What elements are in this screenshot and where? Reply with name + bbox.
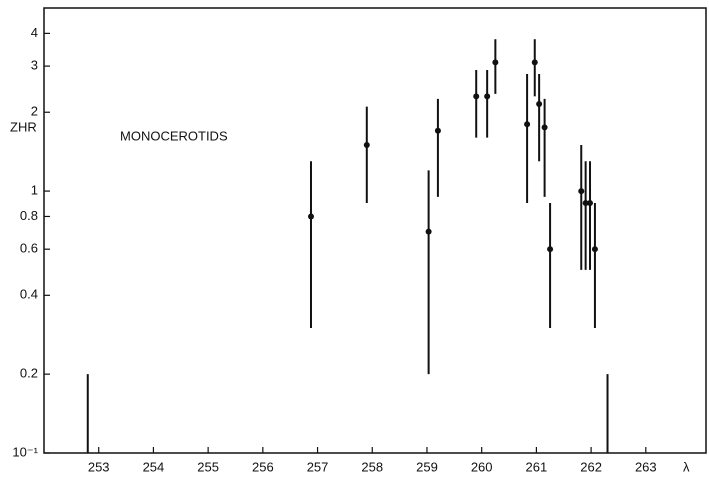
x-tick-label: 255	[197, 459, 219, 474]
data-point	[591, 246, 598, 253]
data-point	[307, 213, 314, 220]
x-tick-label: 256	[252, 459, 274, 474]
y-tick-label: 0.8	[20, 208, 38, 223]
data-point	[547, 246, 554, 253]
y-axis-label: ZHR	[10, 119, 37, 134]
x-tick-label: 253	[88, 459, 110, 474]
data-point	[492, 59, 499, 66]
x-tick-label: 259	[416, 459, 438, 474]
data-point	[582, 200, 589, 207]
plot-frame	[43, 7, 707, 454]
data-point	[541, 124, 548, 131]
x-tick-label: 257	[307, 459, 329, 474]
x-tick-label: 260	[471, 459, 493, 474]
x-tick-label: 261	[526, 459, 548, 474]
y-tick-label: 4	[31, 25, 38, 40]
data-point	[363, 141, 370, 148]
data-point	[524, 121, 531, 128]
y-tick-label: 10⁻¹	[12, 444, 38, 459]
x-axis-label: λ	[683, 459, 690, 474]
data-point	[425, 228, 432, 235]
x-tick-label: 254	[143, 459, 165, 474]
data-point	[484, 93, 491, 100]
data-point	[536, 101, 543, 108]
data-point	[587, 200, 594, 207]
data-point	[578, 188, 585, 195]
data-point	[531, 59, 538, 66]
y-tick-label: 0.4	[20, 287, 38, 302]
data-point	[434, 127, 441, 134]
y-tick-label: 1	[31, 183, 38, 198]
y-tick-label: 0.6	[20, 241, 38, 256]
y-tick-label: 3	[31, 58, 38, 73]
y-tick-label: 2	[31, 104, 38, 119]
x-tick-label: 263	[635, 459, 657, 474]
x-tick-label: 262	[580, 459, 602, 474]
y-tick-label: 0.2	[20, 366, 38, 381]
x-tick-label: 258	[361, 459, 383, 474]
annotation: MONOCEROTIDS	[120, 128, 228, 143]
data-point	[473, 93, 480, 100]
